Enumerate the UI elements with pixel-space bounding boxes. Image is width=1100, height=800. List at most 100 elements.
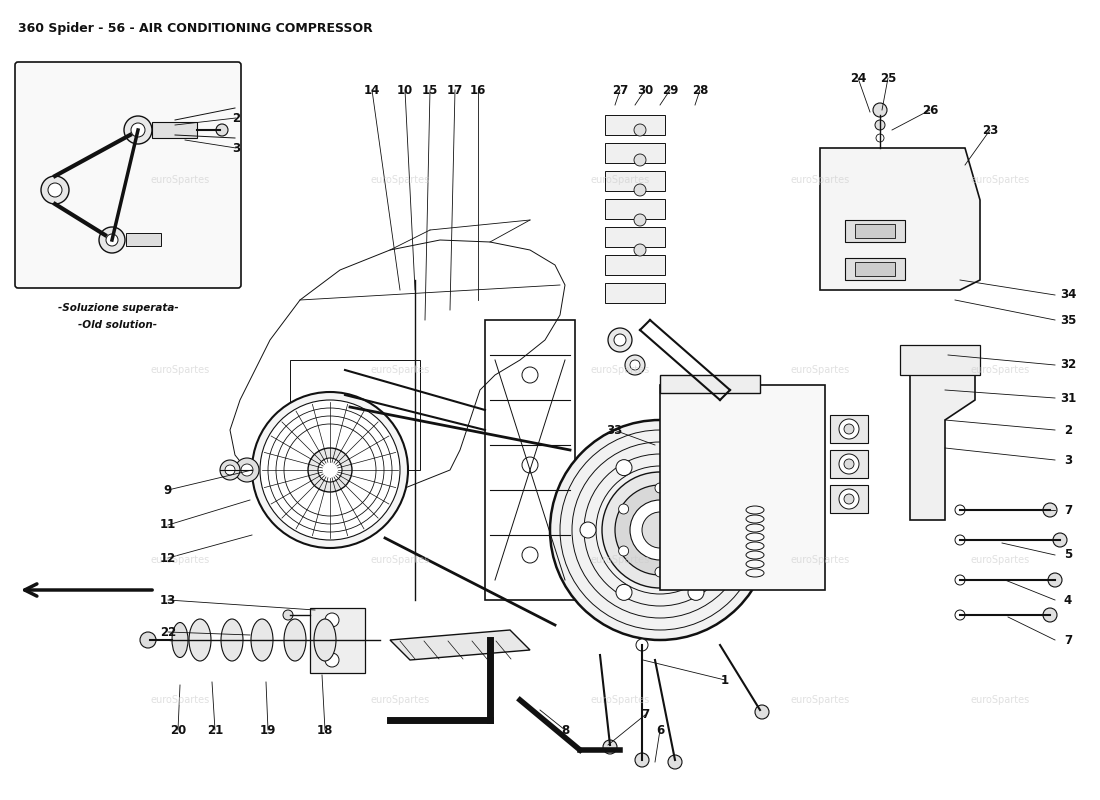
Text: -Old solution-: -Old solution-: [78, 320, 157, 330]
Text: 7: 7: [641, 709, 649, 722]
Bar: [830, 450, 868, 478]
Circle shape: [324, 613, 339, 627]
Circle shape: [955, 535, 965, 545]
Text: -Soluzione superata-: -Soluzione superata-: [57, 303, 178, 313]
Circle shape: [220, 460, 240, 480]
Circle shape: [1053, 533, 1067, 547]
Circle shape: [724, 522, 740, 538]
Circle shape: [839, 454, 859, 474]
Text: 16: 16: [470, 83, 486, 97]
Text: 4: 4: [1064, 594, 1072, 606]
Text: 9: 9: [164, 483, 172, 497]
Text: 22: 22: [160, 626, 176, 638]
Circle shape: [642, 512, 678, 548]
Bar: [605, 255, 665, 275]
Circle shape: [252, 392, 408, 548]
Bar: [830, 415, 868, 443]
Text: 360 Spider - 56 - AIR CONDITIONING COMPRESSOR: 360 Spider - 56 - AIR CONDITIONING COMPR…: [18, 22, 373, 35]
Circle shape: [955, 575, 965, 585]
Text: 31: 31: [1060, 391, 1076, 405]
Text: 29: 29: [662, 83, 679, 97]
Ellipse shape: [314, 619, 336, 661]
Text: euroSpartes: euroSpartes: [371, 695, 430, 705]
Circle shape: [618, 546, 628, 556]
Text: euroSpartes: euroSpartes: [591, 695, 650, 705]
Text: euroSpartes: euroSpartes: [791, 555, 849, 565]
Text: 26: 26: [922, 103, 938, 117]
Circle shape: [106, 234, 118, 246]
Polygon shape: [910, 370, 975, 520]
Text: euroSpartes: euroSpartes: [791, 365, 849, 375]
Circle shape: [550, 420, 770, 640]
Bar: [126, 233, 161, 246]
Bar: [605, 283, 665, 303]
Circle shape: [635, 753, 649, 767]
Text: euroSpartes: euroSpartes: [791, 695, 849, 705]
Circle shape: [844, 459, 854, 469]
Polygon shape: [820, 148, 980, 290]
Text: 1: 1: [720, 674, 729, 686]
Text: 32: 32: [1060, 358, 1076, 371]
Circle shape: [625, 355, 645, 375]
Text: euroSpartes: euroSpartes: [151, 175, 210, 185]
Circle shape: [48, 183, 62, 197]
Circle shape: [634, 154, 646, 166]
Polygon shape: [390, 630, 530, 660]
Circle shape: [654, 567, 666, 577]
Circle shape: [616, 584, 632, 600]
Circle shape: [522, 547, 538, 563]
Circle shape: [608, 328, 632, 352]
Bar: [855, 262, 895, 276]
Bar: [660, 375, 760, 393]
Text: 20: 20: [169, 723, 186, 737]
Circle shape: [131, 123, 145, 137]
Circle shape: [839, 419, 859, 439]
Text: 14: 14: [364, 83, 381, 97]
Text: euroSpartes: euroSpartes: [591, 555, 650, 565]
Circle shape: [260, 400, 400, 540]
Text: euroSpartes: euroSpartes: [151, 365, 210, 375]
Circle shape: [615, 485, 705, 575]
Text: 24: 24: [850, 71, 866, 85]
Circle shape: [602, 472, 718, 588]
Text: 10: 10: [397, 83, 414, 97]
Text: euroSpartes: euroSpartes: [791, 175, 849, 185]
Circle shape: [603, 740, 617, 754]
Text: 12: 12: [160, 551, 176, 565]
Text: euroSpartes: euroSpartes: [970, 175, 1030, 185]
Bar: [605, 143, 665, 163]
Text: 2: 2: [232, 111, 240, 125]
Bar: [310, 608, 365, 673]
Circle shape: [522, 457, 538, 473]
Circle shape: [692, 504, 702, 514]
Bar: [845, 220, 905, 242]
Circle shape: [522, 367, 538, 383]
Text: 7: 7: [1064, 503, 1072, 517]
Text: 13: 13: [160, 594, 176, 606]
Circle shape: [216, 124, 228, 136]
Text: euroSpartes: euroSpartes: [151, 695, 210, 705]
Text: euroSpartes: euroSpartes: [970, 365, 1030, 375]
Circle shape: [308, 448, 352, 492]
Text: euroSpartes: euroSpartes: [151, 555, 210, 565]
Text: 25: 25: [880, 71, 896, 85]
Ellipse shape: [251, 619, 273, 661]
Bar: [845, 258, 905, 280]
Bar: [605, 171, 665, 191]
Circle shape: [318, 458, 342, 482]
Bar: [605, 199, 665, 219]
Text: 17: 17: [447, 83, 463, 97]
Text: 19: 19: [260, 723, 276, 737]
Bar: [605, 227, 665, 247]
Bar: [900, 345, 980, 375]
Text: euroSpartes: euroSpartes: [970, 555, 1030, 565]
Text: 5: 5: [1064, 549, 1072, 562]
Text: 8: 8: [561, 723, 569, 737]
Circle shape: [844, 494, 854, 504]
Text: euroSpartes: euroSpartes: [371, 555, 430, 565]
Circle shape: [654, 483, 666, 493]
Ellipse shape: [189, 619, 211, 661]
Text: 7: 7: [1064, 634, 1072, 646]
Circle shape: [692, 546, 702, 556]
Circle shape: [630, 360, 640, 370]
